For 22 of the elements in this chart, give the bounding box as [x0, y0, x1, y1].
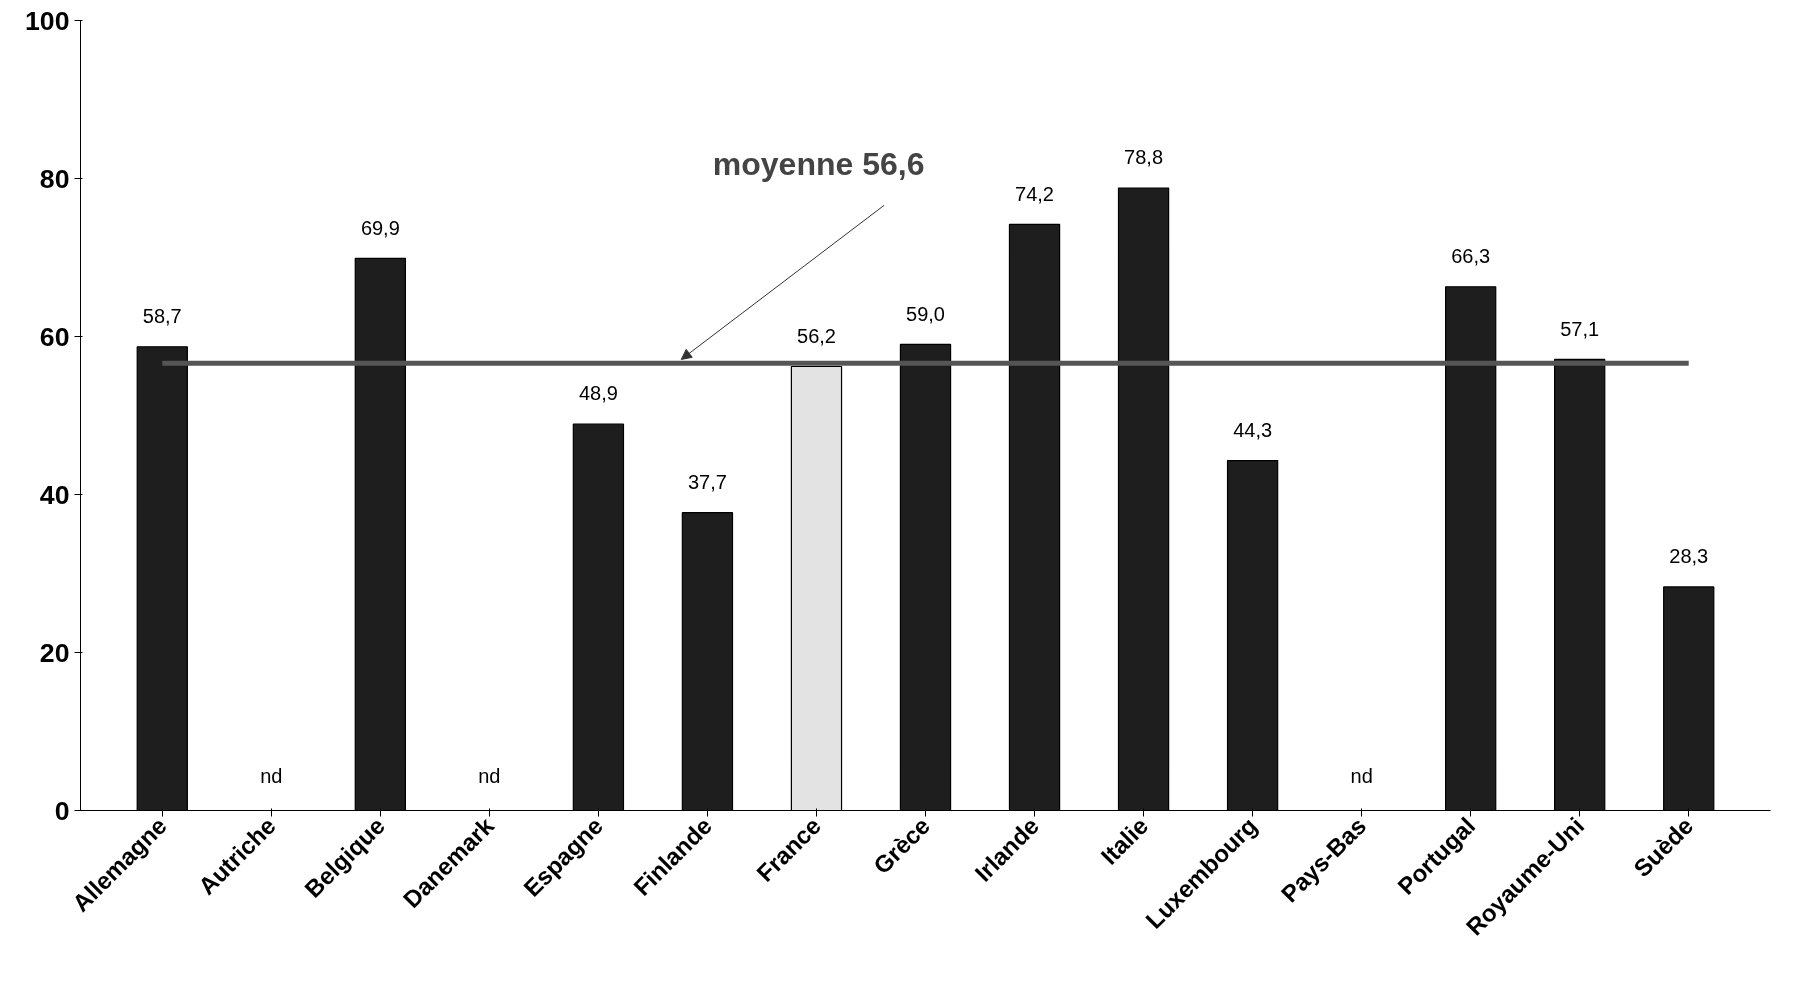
- data-label: 48,9: [578, 382, 618, 405]
- data-label: 56,2: [797, 324, 836, 347]
- text: nd: [478, 764, 501, 787]
- data-label: 28,3: [1669, 545, 1709, 568]
- y-tick-label: 0: [54, 795, 70, 826]
- data-label: 66,3: [1451, 245, 1491, 268]
- data-label: 57,1: [1560, 317, 1600, 340]
- y-tick-label: 20: [39, 637, 70, 668]
- y-tick-label: 60: [39, 321, 70, 352]
- y-tick-label: 80: [39, 163, 70, 194]
- text: nd: [1350, 764, 1373, 787]
- data-label: 58,7: [142, 305, 182, 328]
- data-label: 37,7: [687, 470, 727, 493]
- y-tick-label: 40: [39, 479, 70, 510]
- text: nd: [260, 764, 283, 787]
- ref-line-label: moyenne 56,6: [712, 145, 925, 182]
- data-label: 74,2: [1015, 182, 1055, 205]
- data-label: 78,8: [1124, 146, 1164, 169]
- data-label: 69,9: [360, 216, 400, 239]
- y-tick-label: 100: [25, 5, 70, 36]
- data-label: 44,3: [1233, 418, 1273, 441]
- data-label: 59,0: [906, 302, 945, 325]
